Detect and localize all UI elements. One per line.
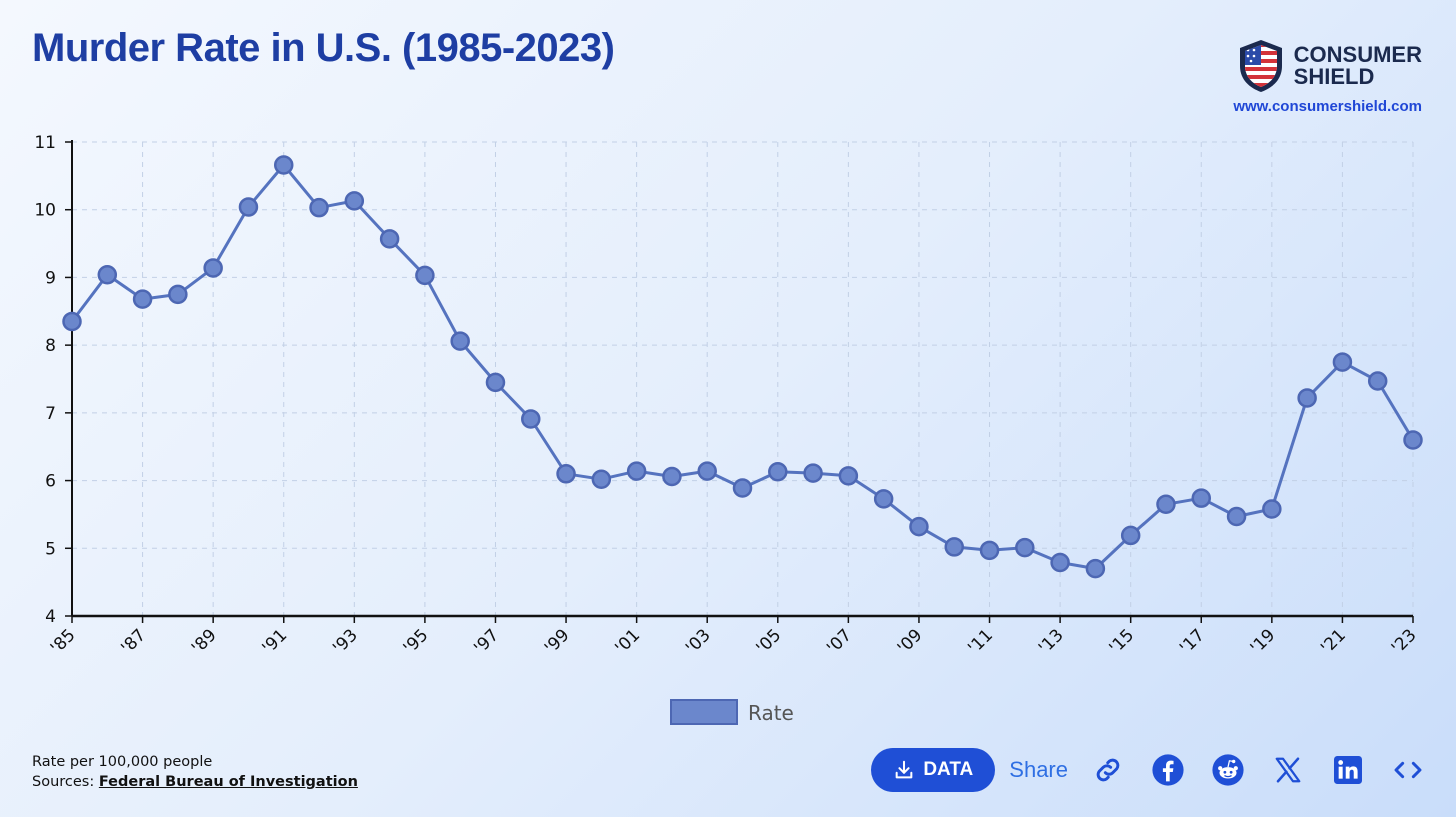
data-point — [238, 197, 259, 217]
data-point — [979, 540, 1000, 561]
data-point — [556, 464, 576, 484]
reddit-icon — [1212, 754, 1244, 786]
x-tick-label: '23 — [1388, 625, 1421, 658]
data-point — [662, 466, 682, 487]
data-point — [97, 264, 118, 285]
x-tick-label: '97 — [470, 625, 503, 658]
data-point — [873, 489, 894, 509]
data-point — [168, 284, 188, 305]
data-point — [944, 537, 964, 557]
y-tick-label: 9 — [45, 268, 56, 288]
embed-button[interactable] — [1388, 750, 1428, 790]
data-point — [1332, 352, 1353, 372]
data-point — [62, 311, 82, 332]
x-tick-label: '03 — [682, 625, 715, 658]
data-point — [1015, 537, 1035, 558]
data-point — [273, 155, 294, 175]
x-tick-label: '05 — [753, 625, 786, 658]
data-point — [379, 229, 400, 249]
x-tick-label: '15 — [1105, 625, 1138, 658]
download-icon — [895, 760, 913, 779]
x-tick-label: '17 — [1176, 625, 1209, 658]
x-tick-label: '95 — [400, 625, 433, 658]
x-tick-label: '13 — [1035, 625, 1068, 658]
data-point — [626, 461, 647, 481]
page-title: Murder Rate in U.S. (1985-2023) — [32, 26, 615, 70]
y-tick-label: 10 — [34, 201, 56, 221]
data-point — [1191, 488, 1212, 508]
link-icon — [1096, 758, 1120, 782]
x-tick-label: '91 — [259, 625, 292, 658]
data-point — [838, 466, 859, 486]
share-label: Share — [1009, 757, 1068, 782]
data-point — [803, 463, 823, 483]
x-tick-label: '87 — [117, 625, 150, 658]
linkedin-icon — [1334, 756, 1362, 784]
data-point — [1226, 506, 1247, 527]
data-point — [732, 478, 753, 498]
linkedin-share-button[interactable] — [1328, 750, 1368, 790]
data-point — [1085, 558, 1106, 579]
share-toolbar: DATA Share — [871, 748, 1428, 792]
line-chart: 4 5 6 7 8 9 10 11 '85 '87 '89 '91 '93 '95 '97 '99 '01 '03… — [34, 133, 1423, 725]
data-point — [1120, 525, 1141, 546]
data-point — [909, 516, 929, 537]
unit-note: Rate per 100,000 people — [32, 754, 213, 770]
facebook-icon — [1152, 754, 1184, 786]
x-tick-label: '85 — [47, 625, 80, 658]
x-tick-label: '07 — [823, 625, 856, 658]
x-tick-label: '11 — [964, 625, 997, 658]
y-tick-label: 6 — [45, 472, 56, 492]
data-point — [1262, 499, 1282, 519]
reddit-share-button[interactable] — [1208, 750, 1248, 790]
y-tick-label: 7 — [45, 404, 56, 424]
y-tick-label: 8 — [45, 336, 56, 356]
brand-url-link[interactable]: www.consumershield.com — [1233, 98, 1422, 115]
data-point — [309, 197, 329, 218]
data-point — [132, 289, 153, 309]
x-share-button[interactable] — [1268, 750, 1308, 790]
x-tick-label: '93 — [329, 625, 362, 658]
legend-label: Rate — [748, 701, 794, 725]
data-point — [1297, 388, 1317, 408]
data-button-label: DATA — [923, 759, 974, 780]
data-download-button[interactable]: DATA — [871, 748, 996, 792]
data-point — [344, 191, 365, 211]
sources-label: Sources: — [32, 774, 95, 790]
y-tick-label: 4 — [45, 607, 56, 627]
data-point — [1050, 552, 1070, 573]
brand-name-line1: CONSUMER — [1293, 42, 1422, 67]
data-point — [768, 462, 788, 482]
x-tick-label: '01 — [611, 625, 644, 658]
y-tick-label: 11 — [34, 133, 56, 153]
facebook-share-button[interactable] — [1148, 750, 1188, 790]
flag-shield-icon — [1239, 40, 1282, 92]
x-icon — [1275, 757, 1301, 783]
embed-icon — [1394, 761, 1422, 779]
x-tick-label: '09 — [894, 625, 927, 658]
data-point — [450, 331, 470, 351]
data-point — [415, 265, 435, 286]
data-point — [1156, 494, 1176, 515]
series-line-rate — [70, 163, 1415, 571]
data-point — [591, 469, 612, 489]
x-tick-label: '19 — [1247, 625, 1280, 658]
brand-logo[interactable]: CONSUMER SHIELD www.consumershield.com — [1233, 38, 1422, 115]
x-tick-label: '21 — [1317, 625, 1350, 658]
data-point — [1403, 430, 1423, 450]
data-point — [1367, 371, 1388, 391]
data-point — [485, 372, 506, 393]
y-tick-label: 5 — [45, 539, 56, 559]
data-point — [697, 461, 717, 481]
data-point — [521, 409, 541, 429]
copy-link-button[interactable] — [1088, 750, 1128, 790]
brand-name-line2: SHIELD — [1293, 64, 1375, 89]
data-point — [203, 258, 223, 278]
footer-note: Rate per 100,000 people Sources: Federal… — [32, 752, 358, 792]
x-tick-label: '89 — [188, 625, 221, 658]
x-tick-label: '99 — [541, 625, 574, 658]
source-link[interactable]: Federal Bureau of Investigation — [98, 774, 358, 790]
legend-swatch — [670, 699, 738, 725]
